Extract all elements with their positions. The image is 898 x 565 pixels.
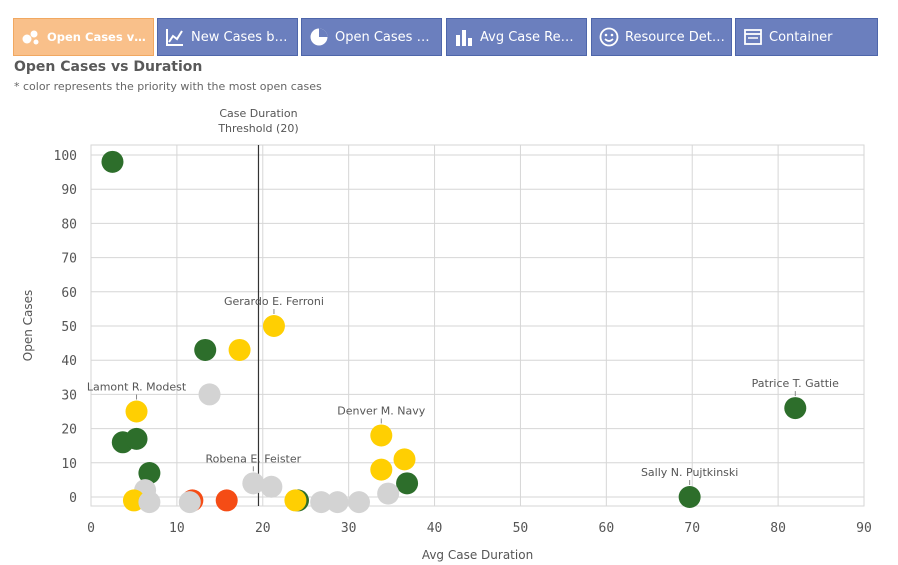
data-point — [194, 338, 217, 361]
data-point — [215, 489, 238, 512]
y-tick-label: 70 — [61, 252, 77, 267]
y-axis-label: Open Cases — [21, 290, 35, 361]
data-point — [178, 491, 201, 514]
data-point — [347, 491, 370, 514]
point-label: Sally N. Pujtkinski — [641, 466, 738, 479]
tab-container[interactable]: Container — [735, 18, 878, 56]
container-icon — [744, 29, 762, 45]
tab-resource-details[interactable]: Resource Details — [591, 18, 732, 56]
data-points — [101, 150, 807, 514]
x-tick-label: 80 — [770, 521, 786, 536]
point-label: Denver M. Navy — [337, 404, 425, 417]
data-point — [125, 427, 148, 450]
chart-subtitle: * color represents the priority with the… — [14, 80, 322, 93]
y-tick-label: 40 — [61, 354, 77, 369]
y-tick-label: 90 — [61, 183, 77, 198]
x-tick-label: 40 — [427, 521, 443, 536]
y-tick-label: 30 — [61, 388, 77, 403]
smiley-icon — [599, 27, 619, 47]
x-axis-label: Avg Case Duration — [422, 548, 533, 562]
threshold-value-label: Threshold (20) — [217, 122, 298, 135]
data-point — [228, 338, 251, 361]
tab-open-cases-by-priority[interactable]: Open Cases by ... — [301, 18, 442, 56]
axis-ticks: 0 10 20 30 40 50 60 70 80 90 0 10 20 30 40 50 60 70 80 90 10… — [54, 149, 872, 536]
pie-chart-icon — [310, 28, 328, 46]
data-point — [101, 150, 124, 173]
y-tick-label: 0 — [69, 491, 77, 506]
y-tick-label: 50 — [61, 320, 77, 335]
x-tick-label: 70 — [684, 521, 700, 536]
chart-title: Open Cases vs Duration — [14, 59, 203, 75]
data-point — [260, 475, 283, 498]
x-tick-label: 50 — [513, 521, 529, 536]
data-point — [242, 472, 265, 495]
line-chart-icon — [166, 29, 183, 46]
point-label: Gerardo E. Ferroni — [224, 295, 324, 308]
scatter-icon — [22, 30, 39, 45]
y-tick-label: 10 — [61, 457, 77, 472]
x-tick-label: 10 — [169, 521, 185, 536]
threshold-label: Case Duration — [219, 107, 297, 120]
data-point — [377, 482, 400, 505]
data-point — [370, 424, 393, 447]
data-point — [138, 462, 161, 485]
point-labels: Gerardo E. Ferroni Lamont R. Modest Robena… — [87, 295, 839, 485]
y-tick-label: 20 — [61, 423, 77, 438]
y-tick-label: 60 — [61, 286, 77, 301]
x-tick-label: 20 — [255, 521, 271, 536]
point-label: Patrice T. Gattie — [752, 377, 839, 390]
x-tick-label: 30 — [341, 521, 357, 536]
data-point — [678, 486, 701, 508]
data-point — [198, 383, 221, 406]
grid-lines — [90, 144, 865, 507]
data-point — [393, 448, 416, 471]
data-point — [396, 472, 419, 495]
data-point — [262, 315, 285, 337]
tab-new-cases-by-date[interactable]: New Cases by D... — [157, 18, 298, 56]
y-tick-label: 80 — [61, 217, 77, 232]
point-label: Lamont R. Modest — [87, 381, 187, 394]
tab-open-cases-vs-duration[interactable]: Open Cases vs Du... — [13, 18, 154, 56]
x-tick-label: 0 — [87, 521, 95, 536]
data-point — [284, 489, 307, 512]
data-point — [784, 397, 807, 420]
data-point — [125, 400, 148, 423]
bar-chart-icon — [456, 30, 472, 46]
data-point — [310, 491, 333, 514]
x-tick-label: 90 — [856, 521, 872, 536]
data-point — [326, 491, 349, 514]
x-tick-label: 60 — [599, 521, 615, 536]
threshold-line-group: Case Duration Threshold (20) — [217, 107, 299, 506]
tab-avg-case-resolution[interactable]: Avg Case Resol... — [446, 18, 587, 56]
point-label: Robena E. Feister — [205, 452, 301, 465]
data-point — [138, 491, 161, 514]
y-tick-label: 100 — [54, 149, 77, 164]
data-point — [370, 458, 393, 481]
